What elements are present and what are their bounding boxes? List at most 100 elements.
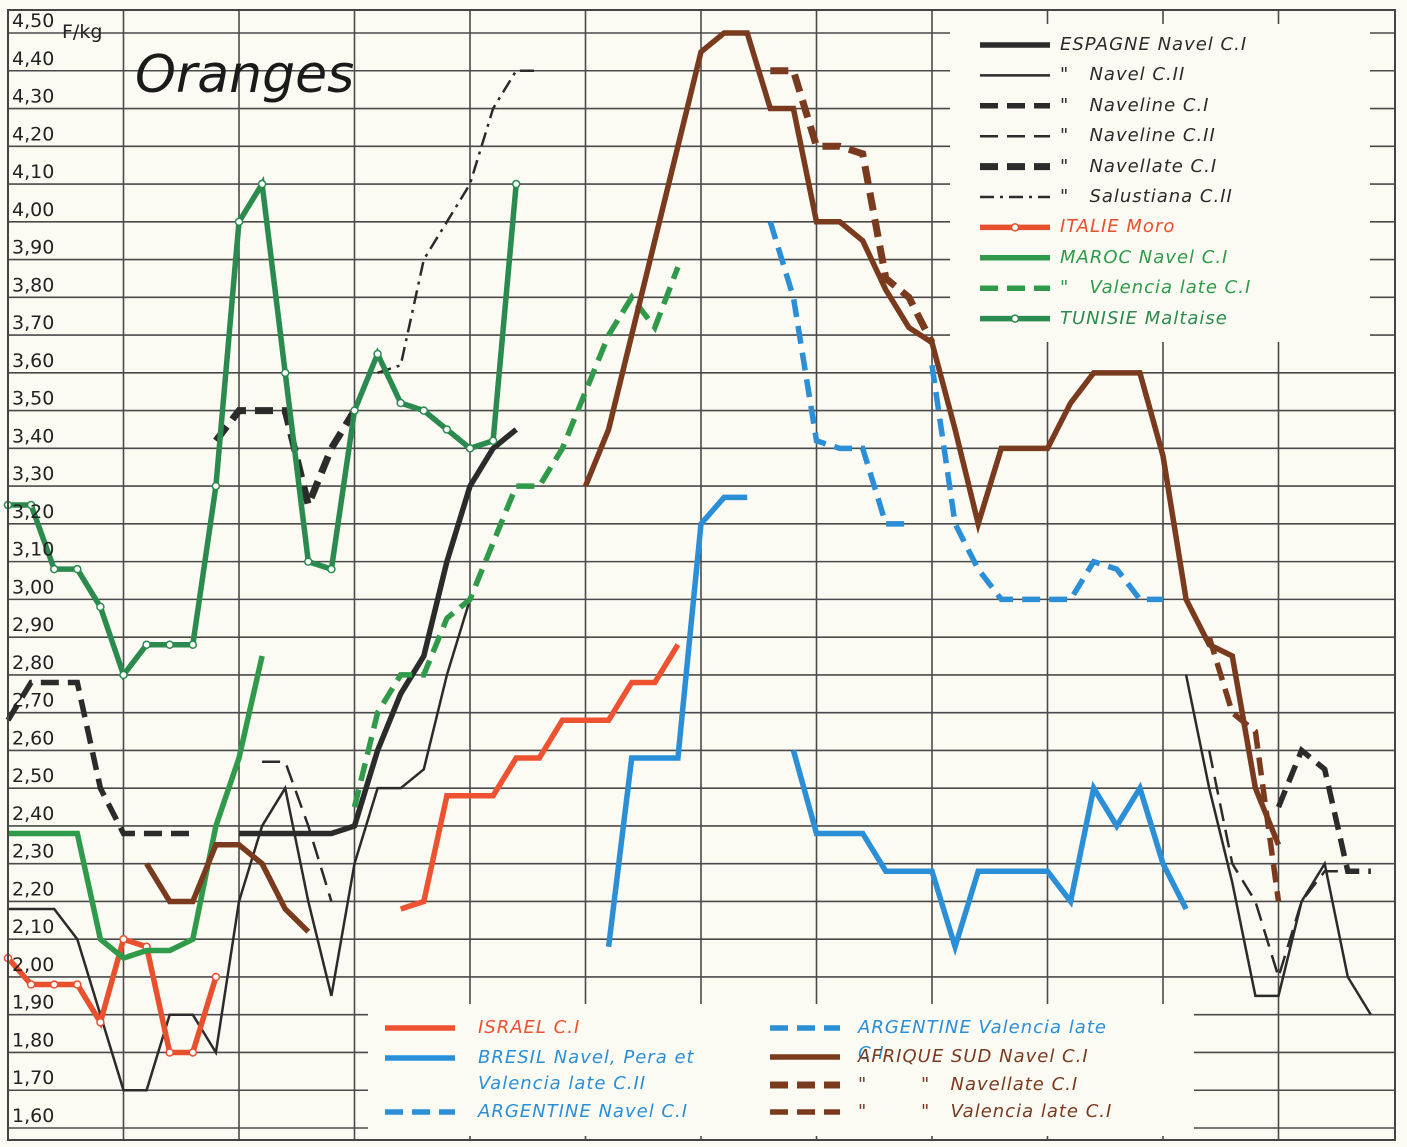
series-line [351,266,681,808]
series-marker [119,670,128,680]
series-line [605,494,748,948]
series-marker [396,398,405,408]
series-marker [419,406,429,415]
y-tick-label: 4,30 [12,86,54,108]
legend-label: AFRIQUE SUD Navel C.I [858,1046,1089,1067]
series-marker [26,980,36,989]
series-marker [142,640,151,649]
y-tick-label: 3,30 [12,463,54,485]
legend-label: ARGENTINE Navel C.I [478,1101,689,1122]
series-line [213,407,358,517]
legend-label: ISRAEL C.I [478,1017,581,1038]
y-tick-label: 2,90 [12,614,54,636]
series-marker [49,980,59,989]
series-line [1206,636,1282,902]
y-tick-label: 2,40 [12,803,54,825]
y-tick-label: 2,80 [12,652,54,674]
y-tick-label: 3,10 [12,539,54,561]
legend-label: " " Valencia late C.I [858,1101,1113,1122]
chart-title: Oranges [135,45,354,105]
series-marker [304,557,313,566]
y-tick-label: 3,60 [12,350,54,372]
legend-marker [1010,314,1020,323]
y-tick-label: 4,40 [12,48,54,70]
y-tick-label: 4,20 [12,123,54,145]
y-tick-label: 3,00 [12,576,54,598]
y-tick-label: 3,40 [12,425,54,447]
y-tick-label: 1,60 [12,1105,54,1127]
legend-label: " Naveline C.I [1060,94,1210,116]
series-line [8,655,265,962]
series-line [1207,750,1348,982]
series-marker [373,349,382,359]
y-tick-label: 4,00 [12,199,54,221]
series-marker [511,179,521,189]
series-marker [73,980,82,989]
series-marker [119,934,128,944]
frame [7,9,1396,1141]
legend-label: " Valencia late C.I [1060,277,1252,299]
series-line [929,364,1163,603]
y-tick-label: 3,50 [12,388,54,410]
y-tick-label: 3,80 [12,274,54,296]
series-marker [49,564,59,574]
legend-label: MAROC Navel C.I [1060,246,1229,268]
series-marker [211,972,221,982]
y-tick-label: 3,90 [12,237,54,259]
series-line [5,935,219,1056]
series-marker [96,1018,105,1027]
series-line [582,30,1282,846]
series-line [5,679,193,837]
series-marker [26,500,36,510]
series-line [399,643,681,912]
y-tick-label: 2,10 [12,916,54,938]
y-tick-label: 2,70 [12,690,54,712]
series-line [1184,674,1372,1016]
legend-label: " Naveline C.II [1060,125,1216,147]
series-line [144,842,311,934]
series-line [239,427,518,837]
legend-label: ARGENTINE Valencia late C.I [858,1017,1114,1064]
series-line [1275,745,1371,874]
legend-label: BRESIL Navel, Pera et Valencia late C.II [478,1047,702,1094]
legend-label: TUNISIE Maltaise [1060,307,1228,329]
y-axis-label: F/kg [62,21,102,43]
series-marker [465,444,475,453]
series-marker [96,602,105,612]
y-tick-label: 1,90 [12,992,54,1014]
series-marker [165,1048,174,1057]
legend-label: ITALIE Moro [1060,216,1176,238]
legend-label: " Navel C.II [1060,64,1186,86]
series-marker [280,368,290,378]
series-line [767,220,909,527]
y-axis: 4,50 4,40 4,30 4,20 4,10 4,00 3,90 3,80 3,70 3,60… [12,10,54,1127]
series-marker [442,425,452,434]
series-line [262,760,333,902]
y-tick-label: 2,00 [12,954,54,976]
series-line [770,67,936,345]
series-marker [327,564,336,574]
y-tick-label: 4,50 [12,10,54,32]
legend-label: " " Navellate C.I [858,1074,1079,1095]
y-tick-label: 3,70 [12,312,54,334]
y-tick-label: 4,10 [12,161,54,183]
series-marker [165,640,174,649]
y-tick-label: 2,30 [12,841,54,863]
y-tick-label: 3,20 [12,501,54,523]
series-marker [257,179,267,189]
legend-label: " Salustiana C.II [1060,186,1233,207]
grid [8,10,1395,1140]
y-tick-label: 2,60 [12,727,54,749]
series-line [790,749,1189,957]
legend [385,42,1050,1115]
y-tick-label: 2,50 [12,765,54,787]
legend-label: ESPAGNE Navel C.I [1060,34,1248,55]
series-marker [350,406,359,415]
legend-marker [1010,223,1020,232]
series-marker [234,217,244,227]
series-marker [488,436,498,446]
plot-lines [3,30,1372,1092]
series-line [377,69,540,375]
